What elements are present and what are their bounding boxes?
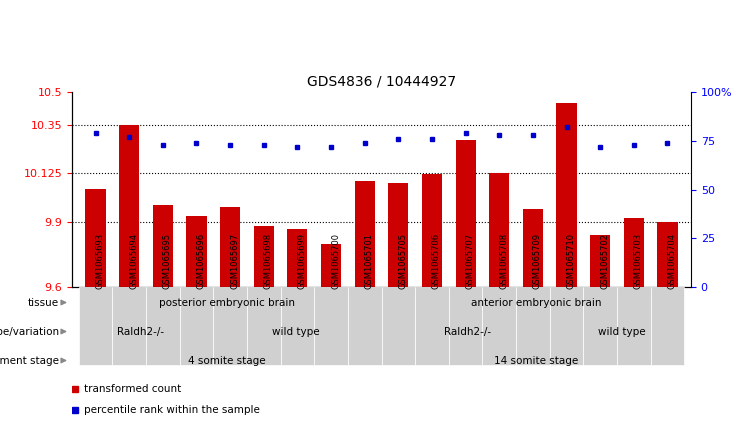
Text: GSM1065694: GSM1065694 <box>129 233 138 289</box>
FancyBboxPatch shape <box>314 287 348 365</box>
Text: GSM1065696: GSM1065696 <box>196 233 205 289</box>
FancyBboxPatch shape <box>583 287 617 365</box>
Text: tissue: tissue <box>28 297 59 308</box>
Bar <box>489 173 509 287</box>
Text: 4 somite stage: 4 somite stage <box>188 355 265 365</box>
Bar <box>288 228 308 287</box>
Bar <box>321 244 341 287</box>
Text: GSM1065707: GSM1065707 <box>465 233 474 289</box>
Text: development stage: development stage <box>0 355 59 365</box>
Text: transformed count: transformed count <box>84 384 182 394</box>
Text: posterior embryonic brain: posterior embryonic brain <box>159 297 295 308</box>
FancyBboxPatch shape <box>550 287 583 365</box>
FancyBboxPatch shape <box>281 287 314 365</box>
FancyBboxPatch shape <box>617 287 651 365</box>
FancyBboxPatch shape <box>382 287 415 365</box>
FancyBboxPatch shape <box>482 287 516 365</box>
Bar <box>456 140 476 287</box>
FancyBboxPatch shape <box>247 287 281 365</box>
Text: GSM1065697: GSM1065697 <box>230 233 239 289</box>
Text: percentile rank within the sample: percentile rank within the sample <box>84 405 260 415</box>
Bar <box>187 215 207 287</box>
Text: Raldh2-/-: Raldh2-/- <box>444 327 491 337</box>
Text: Raldh2-/-: Raldh2-/- <box>117 327 165 337</box>
FancyBboxPatch shape <box>213 287 247 365</box>
Bar <box>220 207 240 287</box>
Text: GSM1065704: GSM1065704 <box>668 233 677 289</box>
FancyBboxPatch shape <box>113 287 146 365</box>
FancyBboxPatch shape <box>449 287 482 365</box>
Text: GSM1065705: GSM1065705 <box>399 233 408 289</box>
Text: GSM1065700: GSM1065700 <box>331 233 340 289</box>
FancyBboxPatch shape <box>179 287 213 365</box>
Title: GDS4836 / 10444927: GDS4836 / 10444927 <box>307 74 456 88</box>
Text: GSM1065695: GSM1065695 <box>163 233 172 289</box>
FancyBboxPatch shape <box>651 287 684 365</box>
Text: wild type: wild type <box>599 327 646 337</box>
Bar <box>590 235 611 287</box>
Bar <box>153 205 173 287</box>
Text: wild type: wild type <box>272 327 319 337</box>
FancyBboxPatch shape <box>415 287 449 365</box>
Bar <box>85 190 106 287</box>
Bar <box>253 226 274 287</box>
Text: GSM1065703: GSM1065703 <box>634 233 642 289</box>
Bar <box>119 124 139 287</box>
Bar <box>523 209 543 287</box>
Text: GSM1065693: GSM1065693 <box>96 233 104 289</box>
FancyBboxPatch shape <box>516 287 550 365</box>
FancyBboxPatch shape <box>79 287 113 365</box>
Bar <box>624 218 644 287</box>
Bar <box>388 183 408 287</box>
Bar <box>355 181 375 287</box>
Bar <box>422 174 442 287</box>
Text: GSM1065701: GSM1065701 <box>365 233 373 289</box>
FancyBboxPatch shape <box>146 287 179 365</box>
FancyBboxPatch shape <box>348 287 382 365</box>
Bar <box>556 103 576 287</box>
Text: GSM1065702: GSM1065702 <box>600 233 609 289</box>
Text: anterior embryonic brain: anterior embryonic brain <box>471 297 602 308</box>
Text: GSM1065699: GSM1065699 <box>297 233 306 289</box>
Text: GSM1065698: GSM1065698 <box>264 233 273 289</box>
Text: GSM1065706: GSM1065706 <box>432 233 441 289</box>
Bar <box>657 222 677 287</box>
Text: genotype/variation: genotype/variation <box>0 327 59 337</box>
Text: 14 somite stage: 14 somite stage <box>494 355 579 365</box>
Text: GSM1065708: GSM1065708 <box>499 233 508 289</box>
Text: GSM1065710: GSM1065710 <box>567 233 576 289</box>
Text: GSM1065709: GSM1065709 <box>533 233 542 289</box>
